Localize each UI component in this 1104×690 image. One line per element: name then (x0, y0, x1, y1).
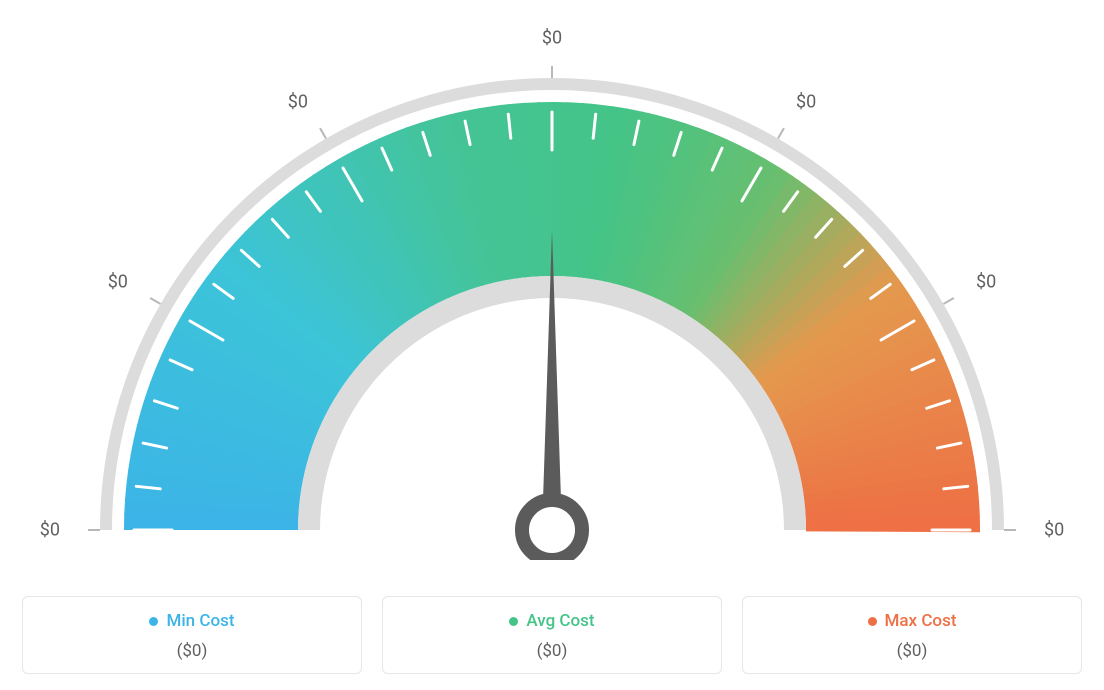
gauge-tick-label: $0 (1044, 520, 1064, 541)
legend-card: Min Cost ($0) (22, 596, 362, 675)
legend-title-text: Avg Cost (526, 611, 594, 631)
gauge-svg (22, 0, 1082, 560)
legend-card: Avg Cost ($0) (382, 596, 722, 675)
legend-title-text: Min Cost (166, 611, 234, 631)
legend-dot-icon (509, 617, 518, 626)
legend-row: Min Cost ($0) Avg Cost ($0) Max Cost ($0) (22, 596, 1082, 675)
legend-dot-icon (868, 617, 877, 626)
gauge-tick-label: $0 (976, 271, 996, 292)
legend-title: Avg Cost (509, 611, 594, 631)
legend-value: ($0) (393, 641, 711, 661)
gauge-chart: $0 $0 $0 $0 $0 $0 $0 (22, 0, 1082, 560)
gauge-tick-label: $0 (108, 271, 128, 292)
gauge-tick-label: $0 (288, 91, 308, 112)
legend-dot-icon (149, 617, 158, 626)
gauge-tick-label: $0 (796, 91, 816, 112)
gauge-tick-label: $0 (40, 520, 60, 541)
gauge-tick-label: $0 (542, 28, 562, 49)
legend-value: ($0) (753, 641, 1071, 661)
legend-title: Max Cost (868, 611, 957, 631)
legend-title-text: Max Cost (885, 611, 957, 631)
legend-title: Min Cost (149, 611, 234, 631)
legend-card: Max Cost ($0) (742, 596, 1082, 675)
legend-value: ($0) (33, 641, 351, 661)
